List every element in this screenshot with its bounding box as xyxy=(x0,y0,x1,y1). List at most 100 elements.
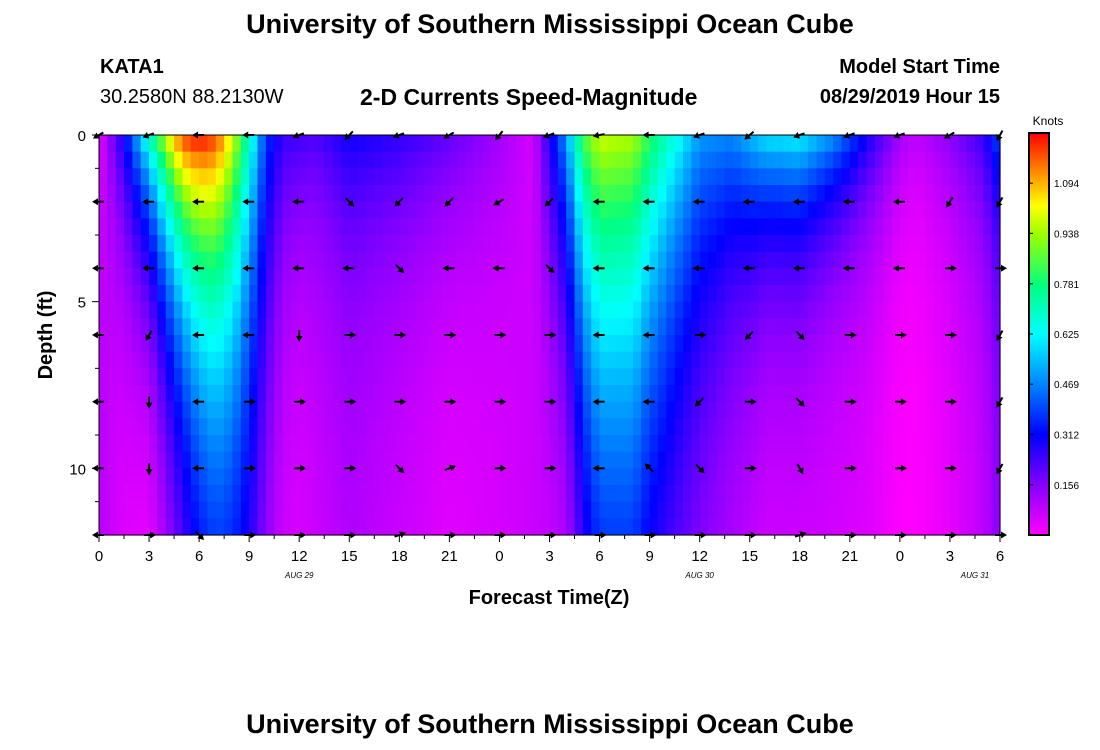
heatmap-cell xyxy=(174,485,184,503)
heatmap-cell xyxy=(282,435,292,453)
heatmap-cell xyxy=(299,368,309,386)
heatmap-cell xyxy=(824,485,834,503)
heatmap-cell xyxy=(549,435,559,453)
heatmap-cell xyxy=(491,251,501,269)
heatmap-cell xyxy=(257,251,267,269)
heatmap-cell xyxy=(624,218,634,236)
heatmap-cell xyxy=(174,385,184,403)
heatmap-cell xyxy=(174,235,184,253)
heatmap-cell xyxy=(424,251,434,269)
current-vector-arrow xyxy=(242,264,255,272)
heatmap-cell xyxy=(507,401,517,419)
heatmap-cell xyxy=(532,218,542,236)
heatmap-cell xyxy=(432,451,442,469)
heatmap-cell xyxy=(199,268,209,286)
colorbar-tick-label: 0.312 xyxy=(1054,431,1079,442)
heatmap-cell xyxy=(516,268,526,286)
heatmap-cell xyxy=(641,435,651,453)
heatmap-cell xyxy=(908,385,918,403)
heatmap-cell xyxy=(849,201,859,219)
heatmap-cell xyxy=(240,451,250,469)
heatmap-cell xyxy=(299,485,309,503)
heatmap-cell xyxy=(282,285,292,303)
heatmap-cell xyxy=(207,318,217,336)
heatmap-cell xyxy=(624,351,634,369)
heatmap-cell xyxy=(324,318,334,336)
heatmap-cell xyxy=(499,385,509,403)
heatmap-cell xyxy=(332,351,342,369)
heatmap-cell xyxy=(657,235,667,253)
current-vector-arrow xyxy=(192,198,205,206)
heatmap-cell xyxy=(307,468,317,486)
heatmap-cell xyxy=(524,151,534,169)
heatmap-cell xyxy=(933,368,943,386)
heatmap-cell xyxy=(783,385,793,403)
heatmap-cell xyxy=(991,401,1001,419)
heatmap-cell xyxy=(766,518,776,536)
heatmap-cell xyxy=(883,435,893,453)
heatmap-cell xyxy=(958,351,968,369)
heatmap-cell xyxy=(824,285,834,303)
heatmap-cell xyxy=(616,385,626,403)
heatmap-cell xyxy=(774,468,784,486)
heatmap-cell xyxy=(824,368,834,386)
x-tick-label: 3 xyxy=(946,548,954,565)
heatmap-cell xyxy=(349,218,359,236)
heatmap-cell xyxy=(624,518,634,536)
heatmap-cell xyxy=(858,251,868,269)
heatmap-cell xyxy=(816,451,826,469)
heatmap-cell xyxy=(165,485,175,503)
current-vector-arrow xyxy=(894,331,907,339)
heatmap-cell xyxy=(199,401,209,419)
current-vector-arrow xyxy=(894,464,907,472)
heatmap-cell xyxy=(657,335,667,353)
heatmap-cell xyxy=(624,235,634,253)
heatmap-cell xyxy=(841,301,851,319)
heatmap-cell xyxy=(424,201,434,219)
heatmap-cell xyxy=(682,401,692,419)
heatmap-cell xyxy=(591,351,601,369)
heatmap-cell xyxy=(199,235,209,253)
current-vector-arrow xyxy=(192,464,205,472)
heatmap-cell xyxy=(190,501,200,519)
heatmap-cell xyxy=(783,401,793,419)
heatmap-cell xyxy=(357,368,367,386)
heatmap-cell xyxy=(165,301,175,319)
heatmap-cell xyxy=(107,485,117,503)
heatmap-cell xyxy=(541,251,551,269)
heatmap-cell xyxy=(841,501,851,519)
heatmap-cell xyxy=(107,418,117,436)
heatmap-cell xyxy=(282,151,292,169)
heatmap-cell xyxy=(766,351,776,369)
heatmap-cell xyxy=(499,151,509,169)
heatmap-cell xyxy=(516,185,526,203)
heatmap-cell xyxy=(466,135,476,153)
heatmap-cell xyxy=(149,218,158,236)
heatmap-cell xyxy=(132,235,142,253)
heatmap-cell xyxy=(466,151,476,169)
heatmap-cell xyxy=(232,501,242,519)
heatmap-cell xyxy=(274,301,284,319)
heatmap-cell xyxy=(791,401,801,419)
heatmap-cell xyxy=(708,185,717,203)
heatmap-cell xyxy=(574,318,584,336)
colorbar-tick-label: 0.938 xyxy=(1054,229,1079,240)
heatmap-cell xyxy=(399,518,409,536)
heatmap-cell xyxy=(115,468,125,486)
heatmap-cell xyxy=(165,201,175,219)
heatmap-cell xyxy=(491,168,501,186)
heatmap-cell xyxy=(816,268,826,286)
heatmap-cell xyxy=(365,285,375,303)
heatmap-cell xyxy=(691,218,701,236)
heatmap-cell xyxy=(691,201,701,219)
heatmap-cell xyxy=(499,251,509,269)
heatmap-cell xyxy=(607,435,617,453)
heatmap-cell xyxy=(399,435,409,453)
heatmap-cell xyxy=(340,251,350,269)
heatmap-cell xyxy=(132,468,142,486)
heatmap-cell xyxy=(691,185,701,203)
heatmap-cell xyxy=(733,401,742,419)
heatmap-cell xyxy=(849,451,859,469)
heatmap-cell xyxy=(974,235,984,253)
heatmap-cell xyxy=(374,435,384,453)
